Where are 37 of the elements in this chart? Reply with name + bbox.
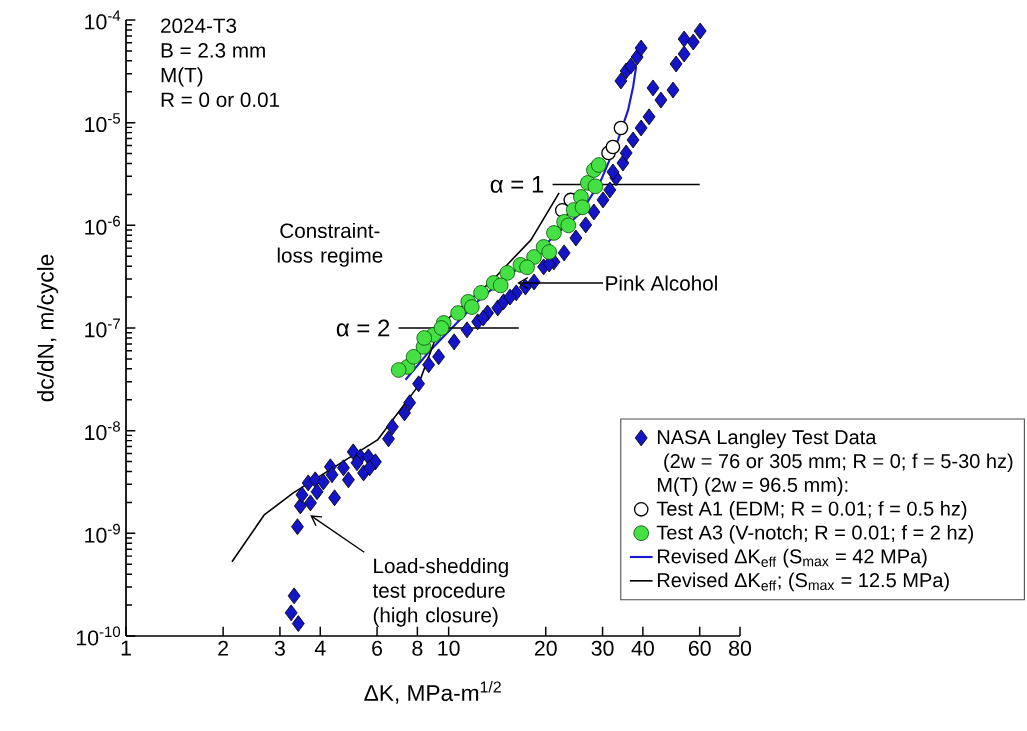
legend-label: Revised ΔK$_{eff}$; (S$_{max}$ = 12.5 MPa) bbox=[657, 572, 949, 592]
y-tick-label: 10$^{-4}$ bbox=[85, 10, 121, 30]
y-axis-title: dc/dN, m/cycle bbox=[37, 254, 59, 402]
series-label: α = 2 bbox=[336, 319, 390, 337]
annotation: R = 0 or 0.01 bbox=[161, 92, 280, 108]
legend-label: Test A1 (EDM; R = 0.01; f = 0.5 hz) bbox=[656, 501, 967, 520]
annotation: M(T) (2w = 96.5 mm): bbox=[657, 477, 848, 496]
legend-label: Test A3 (V-notch; R = 0.01; f = 2 hz) bbox=[656, 524, 973, 544]
annotation: 2024-T3 bbox=[161, 18, 237, 34]
annotation: Constraint-loss regime bbox=[277, 222, 383, 267]
annotation: Load-shedding test procedure (high closure) bbox=[372, 558, 508, 627]
series-label: α = 1 bbox=[490, 176, 544, 193]
annotation: (2w = 76 or 305 mm; R = 0; f = 5-30 hz) bbox=[664, 453, 1013, 473]
annotation: Pink Alcohol bbox=[606, 275, 717, 291]
x-tick-label: 1 bbox=[121, 640, 131, 656]
legend-label: NASA Langley Test Data bbox=[657, 429, 877, 449]
y-tick-label: 10$^{-8}$ bbox=[85, 421, 120, 441]
annotation: B = 2.3 mm bbox=[161, 43, 265, 58]
x-tick-label: 10 bbox=[438, 640, 460, 656]
x-tick-label: 40 bbox=[631, 640, 654, 656]
x-tick-label: 80 bbox=[729, 640, 752, 656]
legend-label: Revised ΔK$_{eff}$ (S$_{max}$ = 42 MPa) bbox=[657, 548, 927, 568]
x-tick-label: 30 bbox=[591, 640, 614, 656]
y-tick-label: 10$^{-6}$ bbox=[85, 215, 120, 235]
x-axis-title: ΔK, MPa-m$^{1/2}$ bbox=[364, 680, 501, 704]
x-tick-label: 20 bbox=[534, 640, 557, 656]
x-tick-label: 3 bbox=[274, 640, 285, 656]
y-tick-label: 10$^{-5}$ bbox=[85, 113, 120, 133]
y-tick-label: 10$^{-9}$ bbox=[85, 523, 120, 543]
x-tick-label: 4 bbox=[314, 640, 326, 656]
x-tick-label: 60 bbox=[688, 640, 711, 656]
x-tick-label: 2 bbox=[218, 640, 228, 656]
x-tick-label: 8 bbox=[412, 640, 423, 656]
annotation: M(T) bbox=[161, 67, 203, 87]
y-tick-label: 10$^{-10}$ bbox=[76, 626, 121, 646]
x-tick-label: 6 bbox=[372, 640, 383, 656]
y-tick-label: 10$^{-7}$ bbox=[85, 318, 120, 338]
